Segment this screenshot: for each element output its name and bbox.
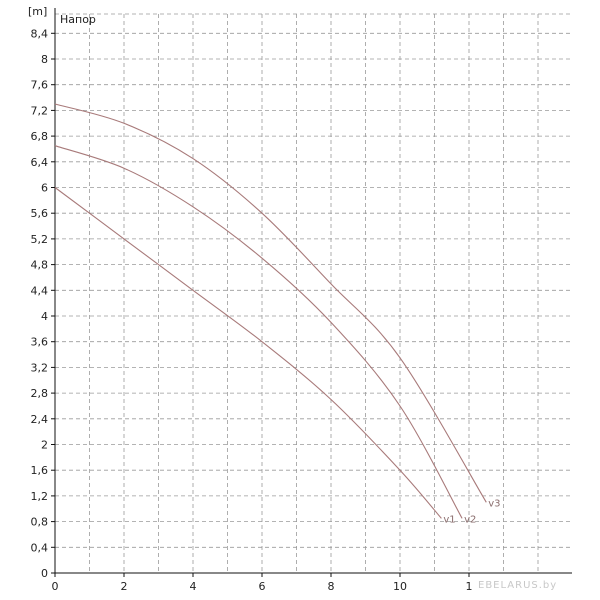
curve-label-v2: v2 [464, 514, 476, 525]
x-tick-label: 10 [393, 580, 407, 593]
y-tick-label: 6,4 [31, 156, 49, 169]
curve-v2 [54, 145, 463, 519]
x-tick-label: 8 [328, 580, 335, 593]
y-tick-label: 7,6 [31, 79, 49, 92]
y-tick-label: 7,2 [31, 104, 49, 117]
y-tick-label: 1,6 [31, 464, 49, 477]
y-tick-label: 2,8 [31, 387, 49, 400]
y-tick-label: 0,8 [31, 516, 49, 529]
y-tick-label: 3,6 [31, 336, 49, 349]
y-tick-label: 0 [41, 567, 48, 580]
y-tick-label: 2,4 [31, 413, 49, 426]
y-axis-label: [m] [28, 5, 47, 18]
curve-label-v3: v3 [488, 498, 500, 509]
y-tick-label: 8 [41, 53, 48, 66]
y-tick-label: 6,8 [31, 130, 49, 143]
y-tick-label: 4,4 [31, 284, 49, 297]
watermark: EBELARUS.by [478, 580, 557, 591]
y-tick-label: 5,2 [31, 233, 49, 246]
curve-v1 [54, 187, 442, 519]
grid [55, 13, 572, 573]
x-tick-label: 1 [466, 580, 473, 593]
y-tick-label: 1,2 [31, 490, 49, 503]
x-tick-label: 6 [259, 580, 266, 593]
y-tick-label: 4 [41, 310, 48, 323]
chart-title: Напор [60, 13, 96, 26]
y-tick-label: 4,8 [31, 259, 49, 272]
y-tick-label: 0,4 [31, 541, 49, 554]
y-tick-label: 8,4 [31, 27, 49, 40]
x-tick-label: 4 [190, 580, 197, 593]
y-tick-labels: 0 0,4 0,8 1,2 1,6 2 2,4 2,8 3,2 3,6 4 4,4 4,8 5,2 5,6 6… [31, 27, 55, 580]
curve-label-v1: v1 [443, 514, 455, 525]
curves: v1 v2 v3 [54, 103, 501, 525]
curve-v3 [54, 103, 487, 503]
y-tick-label: 6 [41, 182, 48, 195]
y-tick-label: 5,6 [31, 207, 49, 220]
x-tick-labels: 0 2 4 6 8 10 1 [52, 573, 473, 593]
x-tick-label: 2 [121, 580, 128, 593]
y-tick-label: 2 [41, 439, 48, 452]
x-tick-label: 0 [52, 580, 59, 593]
y-tick-label: 3,2 [31, 361, 49, 374]
